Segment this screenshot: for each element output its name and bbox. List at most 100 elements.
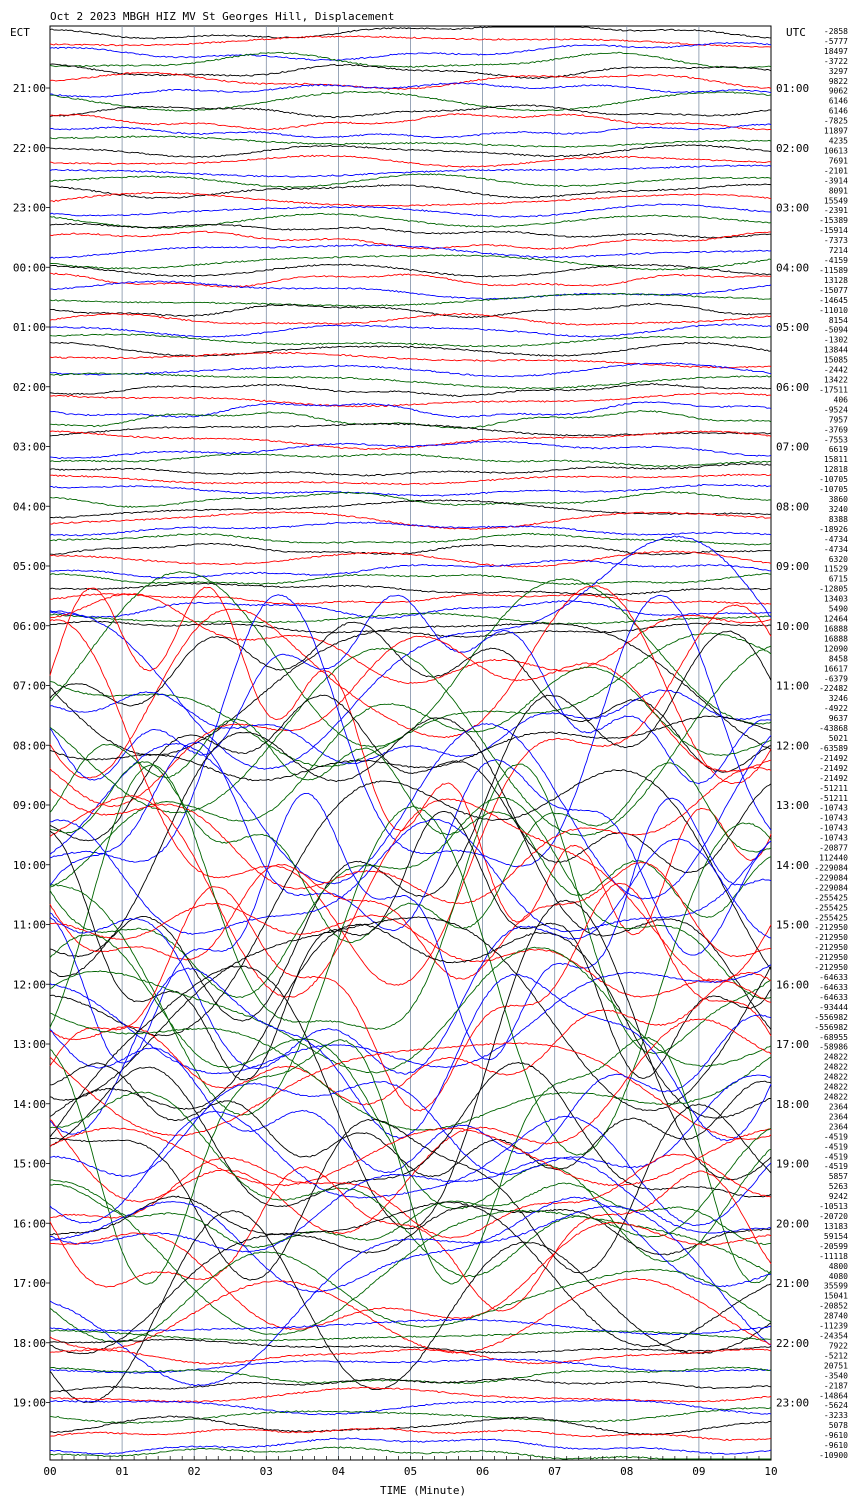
trace-offset-label: -17511: [819, 386, 848, 395]
trace-line: [49, 971, 772, 1106]
trace-line: [49, 1182, 772, 1249]
trace-line: [49, 916, 772, 1112]
trace-offset-label: 13844: [824, 346, 848, 355]
trace-line: [49, 1366, 772, 1384]
trace-offset-label: -51211: [819, 794, 848, 803]
trace-line: [49, 1251, 772, 1343]
trace-line: [49, 594, 772, 785]
left-hour-label: 22:00: [13, 142, 46, 155]
trace-line: [49, 154, 772, 168]
trace-line: [49, 689, 772, 765]
trace-line: [49, 135, 772, 148]
right-hour-label: 18:00: [776, 1098, 809, 1111]
trace-line: [49, 1205, 772, 1387]
trace-line: [49, 183, 772, 199]
trace-line: [50, 1338, 772, 1354]
left-hour-label: 23:00: [13, 202, 46, 215]
trace-offset-label: -11118: [819, 1252, 848, 1261]
trace-offset-label: -255425: [814, 913, 848, 922]
trace-offset-label: -43868: [819, 724, 848, 733]
trace-line: [49, 254, 772, 271]
trace-offset-label: -10743: [819, 834, 848, 843]
trace-line: [49, 1195, 772, 1256]
trace-offset-label: -18926: [819, 525, 848, 534]
trace-line: [49, 1377, 772, 1393]
trace-line: [49, 313, 772, 326]
trace-line: [49, 401, 772, 418]
trace-offset-label: 112440: [819, 854, 848, 863]
trace-offset-label: 2364: [829, 1112, 848, 1121]
trace-offset-label: -11239: [819, 1322, 848, 1331]
trace-line: [49, 717, 772, 1030]
trace-offset-label: 12090: [824, 644, 848, 653]
trace-line: [49, 582, 772, 596]
x-tick-label: 05: [404, 1465, 417, 1478]
right-hour-label: 20:00: [776, 1217, 809, 1230]
left-hour-label: 11:00: [13, 919, 46, 932]
trace-offset-label: 2364: [829, 1103, 848, 1112]
left-hour-label: 15:00: [13, 1158, 46, 1171]
left-hour-label: 21:00: [13, 82, 46, 95]
trace-line: [49, 521, 772, 537]
right-hour-label: 10:00: [776, 620, 809, 633]
x-tick-label: 04: [332, 1465, 346, 1478]
trace-line: [49, 1012, 772, 1131]
trace-line: [49, 1042, 772, 1140]
trace-offset-label: 4080: [829, 1272, 848, 1281]
trace-line: [49, 796, 772, 1000]
trace-offset-label: 35599: [824, 1282, 848, 1291]
trace-offset-label: 3246: [829, 694, 848, 703]
trace-offset-label: 6715: [829, 575, 848, 584]
trace-offset-label: -11010: [819, 306, 848, 315]
trace-offset-label: -2101: [824, 166, 848, 175]
trace-offset-label: 9822: [829, 77, 848, 86]
trace-offset-label: 11529: [824, 565, 848, 574]
right-hour-label: 16:00: [776, 978, 809, 991]
trace-offset-label: -20877: [819, 844, 848, 853]
left-hour-label: 18:00: [13, 1337, 46, 1350]
left-hour-label: 10:00: [13, 859, 46, 872]
trace-line: [50, 1437, 772, 1455]
trace-line: [49, 90, 772, 112]
trace-line: [49, 718, 772, 918]
trace-offset-label: -229084: [814, 883, 848, 892]
trace-offset-label: -4519: [824, 1152, 848, 1161]
trace-offset-label: -7825: [824, 117, 848, 126]
trace-line: [49, 203, 771, 218]
right-hour-label: 05:00: [776, 321, 809, 334]
trace-offset-label: 406: [834, 395, 849, 404]
trace-line: [49, 463, 772, 477]
trace-offset-label: 24822: [824, 1073, 848, 1082]
trace-line: [49, 341, 772, 358]
x-tick-label: 10: [764, 1465, 777, 1478]
trace-offset-label: 3240: [829, 505, 848, 514]
trace-offset-label: 24822: [824, 1063, 848, 1072]
right-hour-label: 23:00: [776, 1397, 809, 1410]
left-hour-label: 09:00: [13, 799, 46, 812]
chart-title: Oct 2 2023 MBGH HIZ MV St Georges Hill, …: [50, 10, 394, 23]
trace-line: [49, 292, 772, 307]
trace-line: [49, 1074, 772, 1177]
trace-offset-label: -212950: [814, 953, 848, 962]
trace-line: [49, 645, 772, 837]
trace-offset-label: -64633: [819, 983, 848, 992]
x-tick-label: 06: [476, 1465, 489, 1478]
trace-offset-label: 12464: [824, 615, 848, 624]
trace-offset-label: 2364: [829, 1122, 848, 1131]
trace-line: [49, 715, 772, 782]
trace-offset-label: 5857: [829, 1172, 848, 1181]
trace-line: [49, 600, 772, 619]
trace-offset-label: 24822: [824, 1093, 848, 1102]
right-hour-label: 15:00: [776, 919, 809, 932]
trace-line: [49, 923, 771, 1119]
trace-offset-label: -9610: [824, 1441, 848, 1450]
trace-offset-label: 7214: [829, 246, 848, 255]
trace-offset-label: 8388: [829, 515, 848, 524]
trace-line: [49, 71, 772, 90]
trace-offset-label: -15077: [819, 286, 848, 295]
trace-line: [49, 810, 772, 1081]
right-hour-label: 02:00: [776, 142, 809, 155]
trace-offset-label: -21492: [819, 774, 848, 783]
trace-offset-label: 7957: [829, 415, 848, 424]
trace-line: [49, 473, 772, 486]
